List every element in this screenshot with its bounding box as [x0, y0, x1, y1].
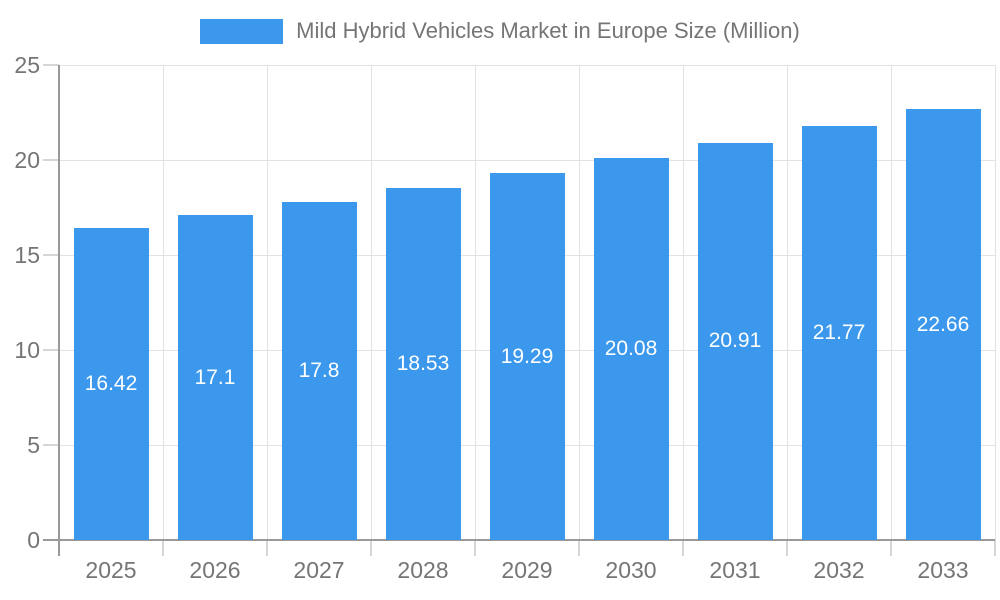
x-gridline [786, 65, 788, 540]
x-gridline [890, 65, 892, 540]
x-gridline [682, 65, 684, 540]
x-axis-tick [370, 540, 372, 556]
x-axis-tick [474, 540, 476, 556]
bar-value-label: 17.8 [298, 358, 340, 382]
bar-2032: 21.77 [801, 126, 877, 540]
bar-value-label: 17.1 [194, 365, 236, 389]
x-axis-tick-label: 2025 [85, 557, 137, 583]
y-axis-tick-label: 10 [14, 337, 40, 363]
chart-legend[interactable]: Mild Hybrid Vehicles Market in Europe Si… [0, 18, 1000, 44]
x-axis-tick-label: 2033 [917, 557, 969, 583]
bar-2027: 17.8 [281, 201, 357, 540]
x-axis-tick [266, 540, 268, 556]
y-axis-tick [43, 159, 59, 161]
bar-2025: 16.42 [73, 228, 149, 540]
bar-value-label: 16.42 [84, 372, 138, 395]
y-axis-tick-label: 0 [27, 527, 40, 553]
y-axis-tick-label: 5 [27, 432, 40, 458]
x-axis-tick [994, 540, 996, 556]
bar-2030: 20.08 [593, 158, 669, 540]
y-axis-tick [43, 444, 59, 446]
y-axis-tick-label: 15 [14, 242, 40, 268]
x-axis-tick-label: 2028 [397, 557, 449, 583]
bar-value-label: 18.53 [396, 351, 450, 375]
bar-2029: 19.29 [489, 173, 565, 540]
legend-swatch [200, 18, 284, 44]
x-axis-tick-label: 2029 [501, 557, 553, 583]
y-axis-tick [43, 349, 59, 351]
y-axis-tick [43, 254, 59, 256]
x-axis-line [43, 539, 995, 541]
x-axis-tick [786, 540, 788, 556]
x-axis-tick-label: 2027 [293, 557, 345, 583]
bar-2033: 22.66 [905, 109, 981, 540]
x-gridline [578, 65, 580, 540]
bar-2028: 18.53 [385, 187, 461, 540]
y-axis-tick [43, 64, 59, 66]
x-gridline [994, 65, 996, 540]
bar-value-label: 22.66 [916, 312, 970, 336]
x-axis-tick [162, 540, 164, 556]
legend-label: Mild Hybrid Vehicles Market in Europe Si… [296, 18, 800, 43]
bar-value-label: 19.29 [500, 344, 554, 368]
y-gridline [59, 159, 995, 161]
y-axis-line [58, 65, 60, 556]
x-gridline [162, 65, 164, 540]
x-axis-tick [890, 540, 892, 556]
y-axis-tick-label: 25 [14, 52, 40, 78]
bar-2026: 17.1 [177, 215, 253, 540]
x-axis-tick-label: 2031 [709, 557, 761, 583]
bar-2031: 20.91 [697, 142, 773, 540]
y-axis-tick-label: 20 [14, 147, 40, 173]
x-gridline [266, 65, 268, 540]
x-axis-tick [578, 540, 580, 556]
bar-value-label: 21.77 [812, 321, 866, 345]
bar-value-label: 20.08 [604, 337, 658, 361]
x-gridline [370, 65, 372, 540]
y-gridline [59, 64, 995, 66]
x-axis-tick [682, 540, 684, 556]
x-axis-tick-label: 2026 [189, 557, 241, 583]
x-axis-tick-label: 2030 [605, 557, 657, 583]
bar-value-label: 20.91 [708, 329, 762, 353]
x-axis-tick-label: 2032 [813, 557, 865, 583]
x-gridline [474, 65, 476, 540]
